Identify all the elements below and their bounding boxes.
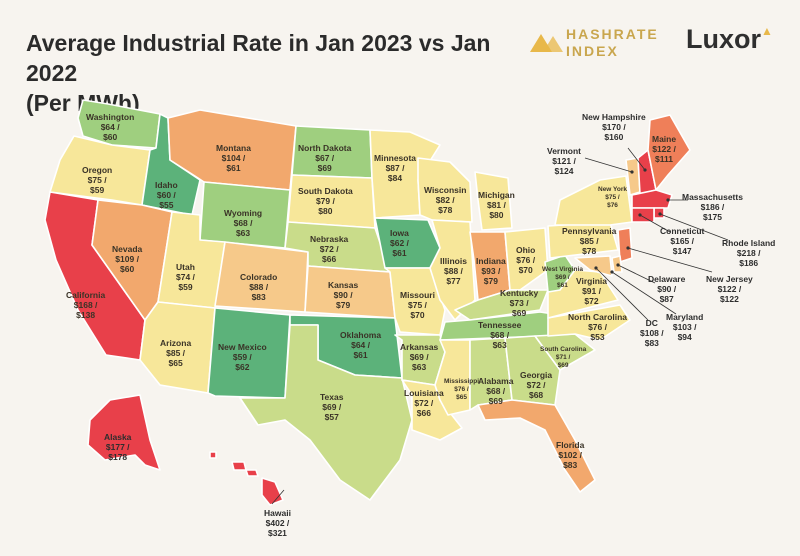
luxor-chevron-icon: ▲ xyxy=(761,24,773,38)
label-mi: Michigan $81 /$80 xyxy=(478,190,515,220)
callout-nj: New Jersey $122 /$122 xyxy=(706,274,753,304)
rhode-island-dot xyxy=(658,212,662,216)
callout-ak: Alaska $177 /$178 xyxy=(104,432,132,462)
state-hi-island-4 xyxy=(245,469,259,477)
hashrate-word: HASHRATE xyxy=(566,26,659,42)
index-word: INDEX xyxy=(566,43,619,59)
state-ak[interactable] xyxy=(87,394,161,471)
maryland-dot xyxy=(610,270,614,274)
dc-dot xyxy=(594,266,598,270)
state-oh[interactable] xyxy=(504,227,549,291)
hashrate-index-wordmark: HASHRATE INDEX xyxy=(566,26,659,60)
label-fl: Florida $102 /$83 xyxy=(556,440,585,470)
label-or: Oregon $75 /$59 xyxy=(82,165,113,195)
label-id: Idaho $60 /$55 xyxy=(155,180,178,210)
label-mt: Montana $104 /$61 xyxy=(216,143,251,173)
callout-ri: Rhode Island $218 /$186 xyxy=(722,238,776,268)
rhode-island-leader-line xyxy=(659,213,729,241)
luxor-logo: Luxor▲ xyxy=(686,24,773,55)
hashrate-index-logo-icon xyxy=(530,34,563,52)
delaware-dot xyxy=(616,263,620,267)
callout-ma: Massachusetts $186 /$175 xyxy=(682,192,743,222)
label-ut: Utah $74 /$59 xyxy=(176,262,195,292)
label-la: Louisiana $72 /$66 xyxy=(404,388,444,418)
state-nm[interactable] xyxy=(207,307,291,399)
title-line-1: Average Industrial Rate in Jan 2023 vs J… xyxy=(26,30,491,86)
state-md[interactable] xyxy=(574,255,613,277)
label-in: Indiana $93 /$79 xyxy=(476,256,506,286)
vermont-dot xyxy=(630,170,634,174)
label-wa: Washington $64 /$60 xyxy=(86,112,135,142)
label-il: Illinois $88 /$77 xyxy=(440,256,467,286)
callout-hi: Hawaii $402 /$321 xyxy=(264,508,291,538)
hawaii-leader-line xyxy=(271,489,285,505)
state-ct[interactable] xyxy=(631,207,655,223)
label-al: Alabama $68 /$69 xyxy=(478,376,514,406)
state-wa[interactable] xyxy=(77,99,161,149)
label-mn: Minnesota $87 /$84 xyxy=(374,153,417,183)
label-wi: Wisconsin $82 /$78 xyxy=(424,185,467,215)
label-sd: South Dakota $79 /$80 xyxy=(298,186,353,216)
label-ny: New York $75 /$76 xyxy=(598,186,628,209)
callout-md: Maryland $103 /$94 xyxy=(666,312,704,342)
label-va: Virginia $91 /$72 xyxy=(576,276,608,306)
label-nm: New Mexico $59 /$62 xyxy=(218,342,267,372)
callout-dc: DC $108 /$83 xyxy=(640,318,664,348)
label-ms: Mississippi $76 /$65 xyxy=(444,378,480,401)
label-nc: North Carolina $76 /$53 xyxy=(568,312,628,342)
callout-vt: Vermont $121 /$124 xyxy=(547,146,582,176)
state-hi[interactable] xyxy=(261,477,284,506)
maryland-leader-line xyxy=(611,271,677,315)
state-ga[interactable] xyxy=(504,335,561,406)
label-me: Maine $122 /$111 xyxy=(652,134,677,164)
state-mi[interactable] xyxy=(474,171,513,231)
state-ma[interactable] xyxy=(631,189,673,209)
label-nv: Nevada $109 /$60 xyxy=(112,244,143,274)
label-tn: Tennessee $68 /$63 xyxy=(478,320,522,350)
callout-ct: Conneticut $165 /$147 xyxy=(660,226,705,256)
callout-de: Delaware $90 /$87 xyxy=(648,274,686,304)
conneticut-leader-line xyxy=(639,214,671,233)
label-ks: Kansas $90 /$79 xyxy=(328,280,359,310)
dc-leader-line xyxy=(595,267,649,321)
label-nd: North Dakota $67 /$69 xyxy=(298,143,352,173)
state-nj[interactable] xyxy=(617,227,633,263)
new-hampshire-dot xyxy=(643,168,647,172)
state-hi-island-3 xyxy=(209,451,217,459)
state-tx[interactable] xyxy=(239,324,413,501)
massachusetts-dot xyxy=(666,198,670,202)
state-nc[interactable] xyxy=(547,304,631,341)
label-sc: South Carolina $71 /$69 xyxy=(540,346,587,369)
label-ca: California $168 /$138 xyxy=(66,290,106,320)
label-az: Arizona $85 /$65 xyxy=(160,338,192,368)
label-ne: Nebraska $72 /$66 xyxy=(310,234,349,264)
label-wv: West Virginia $69 /$61 xyxy=(542,266,583,289)
label-ok: Oklahoma $64 /$61 xyxy=(340,330,382,360)
vermont-leader-line xyxy=(584,157,633,173)
label-tx: Texas $69 /$57 xyxy=(320,392,344,422)
new-jersey-leader-line xyxy=(627,247,713,273)
state-fl[interactable] xyxy=(477,399,596,493)
delaware-leader-line xyxy=(617,264,656,284)
label-ia: Iowa $62 /$61 xyxy=(390,228,409,258)
conneticut-dot xyxy=(638,213,642,217)
state-hi-island-2 xyxy=(231,461,247,471)
map-title: Average Industrial Rate in Jan 2023 vs J… xyxy=(26,28,526,118)
label-ky: Kentucky $73 /$69 xyxy=(500,288,539,318)
label-mo: Missouri $75 /$70 xyxy=(400,290,435,320)
label-wy: Wyoming $68 /$63 xyxy=(224,208,263,238)
label-pa: Pennsylvania $85 /$78 xyxy=(562,226,617,256)
luxor-word: Luxor xyxy=(686,24,762,54)
callout-nh: New Hampshire $170 /$160 xyxy=(582,112,646,142)
label-ar: Arkansas $69 /$63 xyxy=(400,342,439,372)
label-oh: Ohio $76 /$70 xyxy=(516,245,536,275)
label-co: Colorado $88 /$83 xyxy=(240,272,278,302)
label-ga: Georgia $72 /$68 xyxy=(520,370,553,400)
new-hampshire-leader-line xyxy=(627,147,646,171)
new-jersey-dot xyxy=(626,246,630,250)
